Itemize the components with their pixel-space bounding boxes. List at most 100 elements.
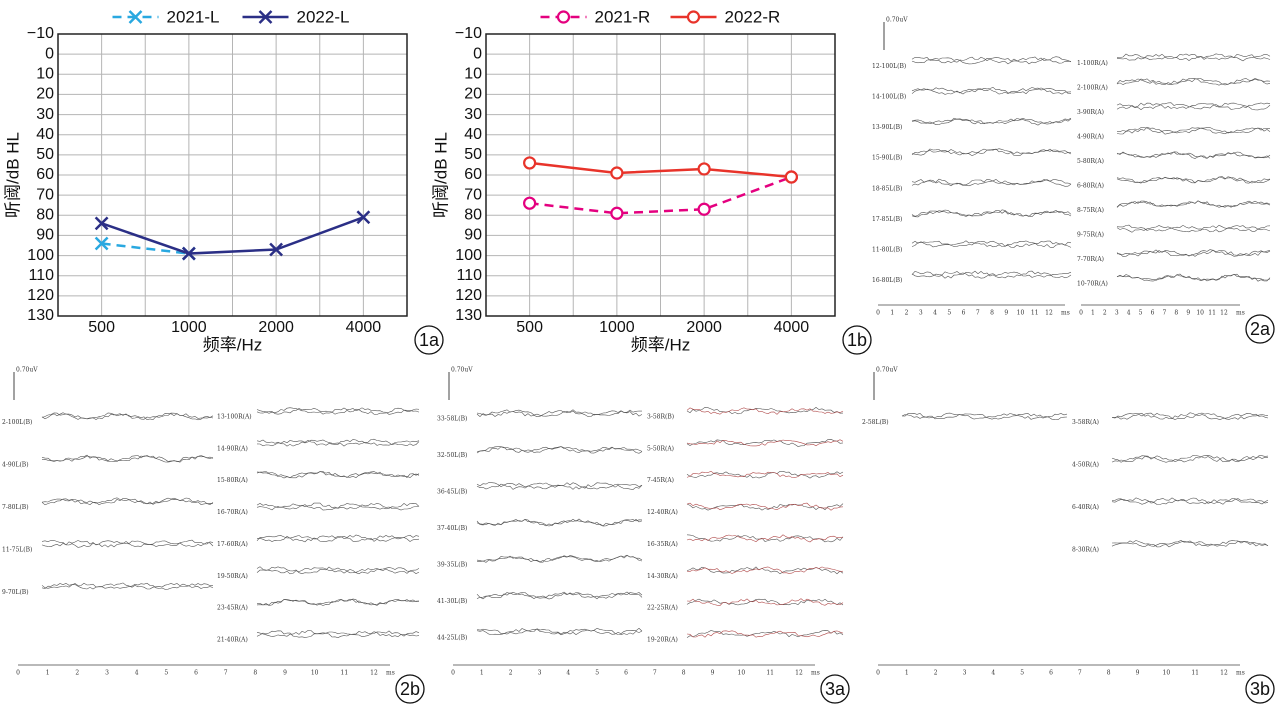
ms-tick-label: 11 (1031, 310, 1039, 317)
trace-label: 14-100L(B) (872, 93, 906, 100)
trace-label: 11-80L(B) (872, 247, 902, 254)
trace-label: 7-80L(B) (2, 504, 29, 511)
waveform (477, 556, 642, 563)
marker (699, 204, 710, 215)
trace-label: 8-75R(A) (1077, 207, 1104, 214)
waveform (687, 504, 843, 511)
trace-label: 32-50L(B) (437, 452, 467, 459)
ms-tick-label: 5 (595, 670, 599, 677)
ms-tick-label: 8 (253, 670, 257, 677)
x-axis-title: 频率/Hz (203, 335, 263, 354)
x-tick-label: 2000 (686, 319, 722, 336)
x-tick-label: 500 (516, 319, 543, 336)
waveform (477, 447, 642, 454)
scale-label: 0.70uV (451, 367, 473, 374)
ms-tick-label: 12 (1220, 310, 1228, 317)
trace-label: 44-25L(B) (437, 634, 467, 641)
ms-tick-label: 7 (976, 310, 980, 317)
ms-tick-label: 11 (341, 670, 349, 677)
x-tick-label: 4000 (346, 319, 382, 336)
y-tick-label: 70 (464, 186, 482, 203)
ms-tick-label: 7 (1163, 310, 1167, 317)
ms-tick-label: 5 (947, 310, 951, 317)
y-tick-label: 20 (36, 86, 54, 103)
trace-label: 2-100R(A) (1077, 84, 1108, 91)
waveform (902, 413, 1067, 419)
ms-tick-label: 0 (451, 670, 455, 677)
waveform (42, 413, 213, 420)
trace-label: 17-60R(A) (217, 541, 248, 548)
y-tick-label: 0 (45, 45, 54, 62)
y-tick-label: 90 (464, 227, 482, 244)
y-tick-label: 0 (473, 45, 482, 62)
ms-tick-label: 6 (962, 310, 966, 317)
y-axis-title: 听阈/dB HL (431, 132, 450, 218)
ms-tick-label: 6 (194, 670, 198, 677)
ms-tick-label: 11 (766, 670, 774, 677)
waveform (257, 503, 419, 510)
trace-label: 17-85L(B) (872, 216, 902, 223)
trace-label: 2-58L(B) (862, 419, 889, 426)
ms-tick-label: 9 (283, 670, 287, 677)
y-tick-label: 80 (464, 207, 482, 224)
ms-tick-label: 9 (711, 670, 715, 677)
ms-tick-label: 8 (1174, 310, 1178, 317)
marker (688, 12, 699, 23)
waveform (1112, 413, 1268, 419)
trace-label: 23-45R(A) (217, 605, 248, 612)
trace-label: 5-50R(A) (647, 445, 674, 452)
y-tick-label: −10 (455, 25, 482, 42)
ms-unit: ms (1236, 310, 1245, 317)
ms-tick-label: 6 (1049, 670, 1053, 677)
trace-label: 14-90R(A) (217, 445, 248, 452)
waveform (42, 455, 213, 462)
panel-label: 3b (1250, 679, 1270, 699)
waveform (1117, 274, 1270, 281)
waveform (1117, 54, 1270, 61)
panel-label: 3a (825, 679, 846, 699)
page: {"chart_data":[ {"type":"line","panel":"… (0, 0, 1282, 711)
y-tick-label: 30 (36, 106, 54, 123)
ms-tick-label: 8 (682, 670, 686, 677)
waveform (912, 241, 1071, 248)
ms-tick-label: 12 (370, 670, 378, 677)
ms-tick-label: 3 (538, 670, 542, 677)
ms-tick-label: 8 (1107, 670, 1111, 677)
trace-label: 39-35L(B) (437, 561, 467, 568)
trace-label: 18-85L(B) (872, 185, 902, 192)
legend-label: 2022-R (725, 7, 781, 26)
legend-label: 2021-R (595, 7, 651, 26)
x-tick-label: 2000 (258, 319, 294, 336)
ms-unit: ms (386, 670, 395, 677)
ms-tick-label: 4 (1127, 310, 1131, 317)
ms-tick-label: 6 (1151, 310, 1155, 317)
ms-tick-label: 3 (1115, 310, 1119, 317)
marker (611, 208, 622, 219)
waveform (1112, 455, 1268, 462)
panel-label: 2b (400, 679, 420, 699)
y-tick-label: 130 (27, 307, 54, 324)
trace-label: 14-30R(A) (647, 573, 678, 580)
ms-tick-label: 10 (1017, 310, 1025, 317)
ms-tick-label: 8 (990, 310, 994, 317)
y-tick-label: 20 (464, 86, 482, 103)
trace-label: 13-100R(A) (217, 413, 252, 420)
y-tick-label: 130 (455, 307, 482, 324)
ms-tick-label: 1 (46, 670, 50, 677)
trace-label: 10-70R(A) (1077, 280, 1108, 287)
y-tick-label: 100 (455, 247, 482, 264)
trace-label: 7-70R(A) (1077, 256, 1104, 263)
ms-tick-label: 1 (890, 310, 894, 317)
trace-label: 8-30R(A) (1072, 546, 1099, 553)
waveform (912, 57, 1071, 64)
y-axis-title: 听阈/dB HL (3, 132, 22, 218)
y-tick-label: 50 (464, 146, 482, 163)
y-tick-label: 110 (456, 267, 482, 284)
ms-unit: ms (1236, 670, 1245, 677)
trace-label: 36-45L(B) (437, 489, 467, 496)
trace-label: 33-58L(B) (437, 416, 467, 423)
x-tick-label: 1000 (171, 319, 207, 336)
waveform (1117, 54, 1270, 60)
waveform (687, 471, 843, 478)
x-tick-label: 500 (88, 319, 115, 336)
